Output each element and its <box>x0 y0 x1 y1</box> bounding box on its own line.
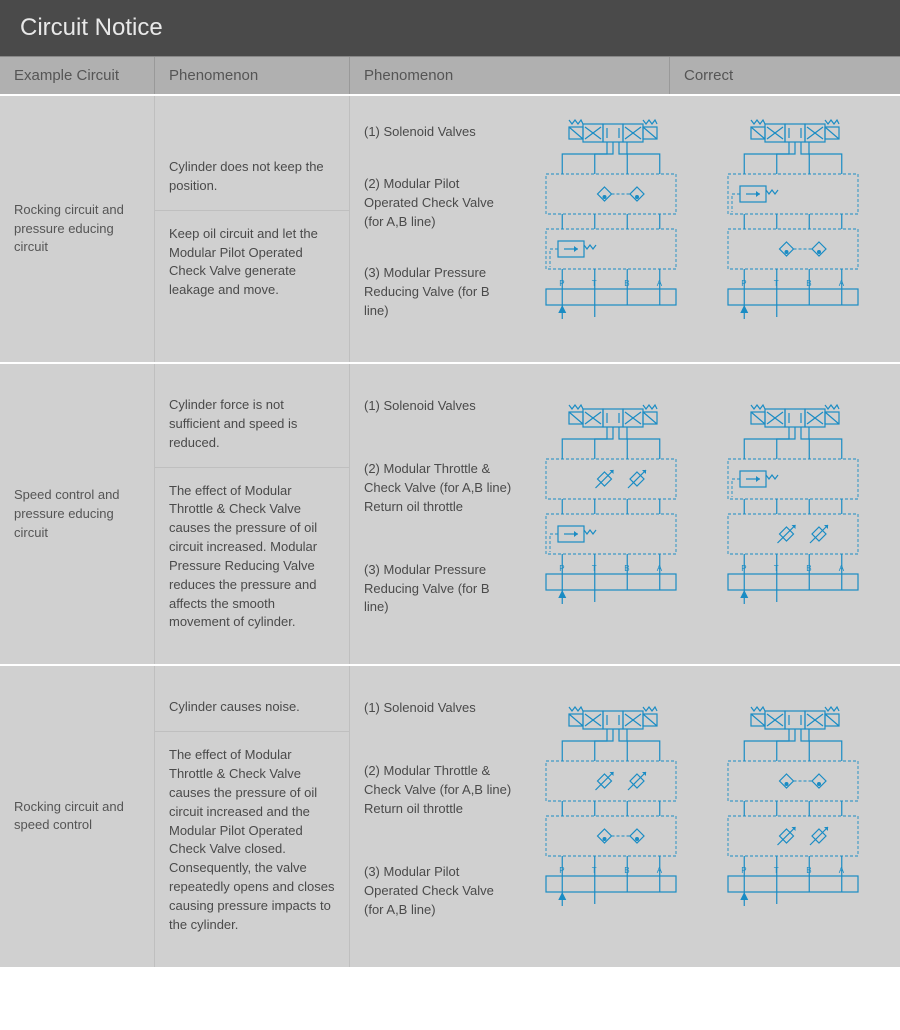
svg-text:A: A <box>657 866 663 875</box>
table-row: Rocking circuit and pressure educing cir… <box>0 94 900 362</box>
phenomenon-cell: Cylinder force is not sufficient and spe… <box>155 364 350 664</box>
svg-text:B: B <box>806 866 811 875</box>
component-item: (1) Solenoid Valves <box>364 397 512 416</box>
phenomenon-cell: Cylinder causes noise.The effect of Modu… <box>155 666 350 966</box>
component-item: (3) Modular Pressure Reducing Valve (for… <box>364 561 512 618</box>
phenomenon-2: The effect of Modular Throttle & Check V… <box>169 468 335 647</box>
correct-diagram: PTBA <box>704 114 886 344</box>
svg-text:P: P <box>741 866 746 875</box>
svg-text:P: P <box>741 564 746 573</box>
component-item: (3) Modular Pressure Reducing Valve (for… <box>364 264 512 321</box>
svg-text:P: P <box>741 279 746 288</box>
correct-diagram: PTBA <box>704 382 886 646</box>
table-row: Speed control and pressure educing circu… <box>0 362 900 664</box>
page-title: Circuit Notice <box>0 0 900 56</box>
example-label: Rocking circuit and pressure educing cir… <box>0 96 155 362</box>
detail-cell: (1) Solenoid Valves (2) Modular Throttle … <box>350 666 900 966</box>
component-item: (2) Modular Pilot Operated Check Valve (… <box>364 175 512 232</box>
header-phenom2: Phenomenon <box>350 57 670 94</box>
wrong-diagram: PTBA <box>522 382 704 646</box>
example-label: Rocking circuit and speed control <box>0 666 155 966</box>
svg-text:A: A <box>839 564 845 573</box>
svg-text:T: T <box>592 279 597 288</box>
svg-text:B: B <box>625 564 630 573</box>
phenomenon-2: The effect of Modular Throttle & Check V… <box>169 732 335 948</box>
detail-cell: (1) Solenoid Valves (2) Modular Pilot Ope… <box>350 96 900 362</box>
svg-text:T: T <box>592 866 597 875</box>
svg-text:T: T <box>774 564 779 573</box>
phenomenon-1: Cylinder does not keep the position. <box>169 144 335 210</box>
svg-text:T: T <box>774 866 779 875</box>
correct-diagram: PTBA <box>704 684 886 948</box>
column-headers: Example Circuit Phenomenon Phenomenon Co… <box>0 56 900 94</box>
svg-text:A: A <box>839 279 845 288</box>
svg-text:A: A <box>657 564 663 573</box>
svg-text:B: B <box>806 564 811 573</box>
svg-text:A: A <box>839 866 845 875</box>
svg-text:A: A <box>657 279 663 288</box>
phenomenon-1: Cylinder force is not sufficient and spe… <box>169 382 335 467</box>
example-label: Speed control and pressure educing circu… <box>0 364 155 664</box>
svg-text:P: P <box>560 866 565 875</box>
component-item: (2) Modular Throttle & Check Valve (for … <box>364 762 512 819</box>
component-item: (3) Modular Pilot Operated Check Valve (… <box>364 863 512 920</box>
wrong-diagram: PTBA <box>522 684 704 948</box>
svg-text:P: P <box>560 564 565 573</box>
detail-cell: (1) Solenoid Valves (2) Modular Throttle … <box>350 364 900 664</box>
svg-text:T: T <box>774 279 779 288</box>
svg-text:B: B <box>625 279 630 288</box>
svg-text:P: P <box>560 279 565 288</box>
header-correct: Correct <box>670 57 900 94</box>
phenomenon-2: Keep oil circuit and let the Modular Pil… <box>169 211 335 314</box>
svg-text:B: B <box>625 866 630 875</box>
svg-text:B: B <box>806 279 811 288</box>
table-row: Rocking circuit and speed controlCylinde… <box>0 664 900 966</box>
phenomenon-1: Cylinder causes noise. <box>169 684 335 731</box>
component-item: (1) Solenoid Valves <box>364 699 512 718</box>
phenomenon-cell: Cylinder does not keep the position.Keep… <box>155 96 350 362</box>
component-item: (1) Solenoid Valves <box>364 123 512 142</box>
component-item: (2) Modular Throttle & Check Valve (for … <box>364 460 512 517</box>
header-example: Example Circuit <box>0 57 155 94</box>
svg-text:T: T <box>592 564 597 573</box>
header-phenom1: Phenomenon <box>155 57 350 94</box>
wrong-diagram: PTBA <box>522 114 704 344</box>
